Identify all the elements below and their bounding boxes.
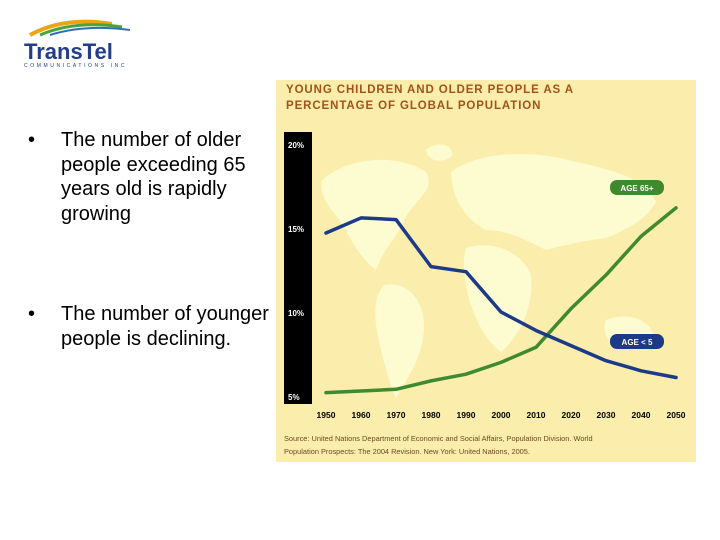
y-axis: 20% 15% 10% 5% [288, 141, 304, 402]
data-point [639, 235, 643, 238]
chart-title-line1: YOUNG CHILDREN AND OLDER PEOPLE AS A [286, 84, 574, 96]
bullet-list: • The number of older people exceeding 6… [28, 128, 273, 351]
transtel-logo-mark: TransTel COMMUNICATIONS INC [24, 19, 131, 69]
data-point [569, 344, 573, 347]
chart-source-line2: Population Prospects: The 2004 Revision.… [284, 447, 530, 456]
x-tick-label: 1970 [387, 410, 406, 420]
series-labels: AGE 65+ AGE < 5 [610, 180, 664, 349]
y-axis-bar [284, 132, 312, 404]
y-tick-label: 20% [288, 141, 304, 150]
y-tick-label: 10% [288, 309, 304, 318]
bullet-text: The number of older people exceeding 65 … [61, 129, 246, 225]
data-point [464, 372, 468, 376]
x-tick-label: 2020 [562, 410, 581, 420]
chart-svg: YOUNG CHILDREN AND OLDER PEOPLE AS A PER… [276, 80, 696, 462]
data-point [674, 206, 678, 210]
transtel-logo: TransTel COMMUNICATIONS INC [20, 18, 144, 70]
bullet-marker: • [28, 129, 36, 151]
data-point [394, 218, 398, 222]
bullet-text: The number of younger people is declinin… [61, 303, 269, 350]
data-point [534, 345, 538, 349]
bullet-item: • The number of older people exceeding 6… [28, 128, 273, 226]
series-label-tag [610, 334, 664, 349]
data-point [569, 307, 573, 311]
data-point [674, 376, 678, 379]
data-point [324, 231, 328, 235]
series-label: AGE 65+ [620, 184, 653, 193]
x-tick-label: 2040 [632, 410, 651, 420]
data-point [534, 329, 538, 332]
data-point [499, 310, 503, 314]
series-label: AGE < 5 [622, 338, 653, 347]
data-point [324, 391, 328, 395]
logo-subtitle: COMMUNICATIONS INC [24, 63, 127, 69]
data-point [639, 369, 643, 373]
data-point [394, 387, 398, 391]
x-tick-label: 2010 [527, 410, 546, 420]
data-point [359, 389, 363, 393]
data-point [429, 379, 433, 383]
data-point [499, 361, 503, 364]
x-tick-label: 1990 [457, 410, 476, 420]
data-point [464, 270, 468, 274]
y-tick-label: 15% [288, 225, 304, 234]
bullet-item: • The number of younger people is declin… [28, 302, 273, 351]
data-point [604, 273, 608, 277]
chart-lines [324, 206, 678, 395]
x-tick-label: 1950 [317, 410, 336, 420]
x-tick-label: 1980 [422, 410, 441, 420]
x-tick-label: 2050 [667, 410, 686, 420]
data-point [359, 216, 363, 220]
data-point [429, 265, 433, 269]
chart-title-line2: PERCENTAGE OF GLOBAL POPULATION [286, 100, 541, 112]
population-chart: YOUNG CHILDREN AND OLDER PEOPLE AS A PER… [276, 80, 696, 462]
bullet-marker: • [28, 303, 36, 325]
series-label-tag [610, 180, 664, 195]
logo-name: TransTel [24, 39, 113, 64]
x-tick-label: 1960 [352, 410, 371, 420]
x-tick-label: 2000 [492, 410, 511, 420]
data-point [604, 359, 608, 363]
chart-source-line1: Source: United Nations Department of Eco… [284, 434, 593, 443]
x-axis: 1950 1960 1970 1980 1990 2000 2010 2020 2030 2040… [317, 410, 686, 420]
y-tick-label: 5% [288, 393, 300, 402]
x-tick-label: 2030 [597, 410, 616, 420]
